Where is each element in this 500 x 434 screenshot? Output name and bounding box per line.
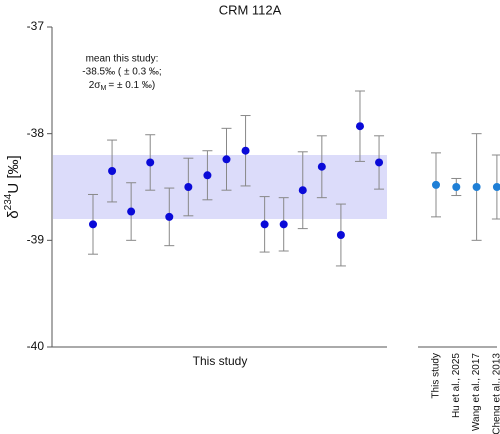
annotation: mean this study: [86,54,159,65]
annotation: 2σM = ± 0.1 ‰) [89,80,155,92]
point [298,186,307,195]
point [222,155,231,164]
point [184,183,193,191]
x-tick-label: This study [431,353,442,399]
point [279,220,288,229]
y-label-rest: U [‰] [5,155,22,193]
point [108,167,117,175]
annotation-part: = ± 0.1 ‰) [108,80,155,91]
x-label: This study [193,354,248,368]
point [89,220,97,229]
band [53,155,387,219]
x-tick-label: Cheng et al., 2013 [492,353,500,434]
point [472,183,481,191]
y-tick-label: -39 [27,233,45,247]
y-label: δ234U [‰] [3,155,22,218]
point [146,158,155,167]
point [375,158,384,167]
point [260,220,269,229]
point [203,171,212,180]
point [127,207,136,216]
y-tick-label: -40 [27,339,45,353]
annotation-sub: M [100,85,106,92]
point [452,183,461,191]
annotation: -38.5‰ ( ± 0.3 ‰; [82,67,161,78]
y-label-sup: 234 [3,193,14,210]
y-tick-label: -37 [27,19,45,33]
point [492,183,500,191]
y-label-main: δ [5,210,22,218]
y-tick-label: -38 [27,126,45,140]
point [317,162,326,171]
point [432,180,440,189]
chart-title: CRM 112A [219,2,282,17]
annotation-part: 2σ [89,80,102,91]
point [355,122,364,131]
point [241,146,250,155]
x-tick-label: Hu et al., 2025 [451,353,462,418]
x-tick-label: Wang et al., 2017 [471,353,482,431]
point [165,212,174,221]
point [336,231,345,239]
